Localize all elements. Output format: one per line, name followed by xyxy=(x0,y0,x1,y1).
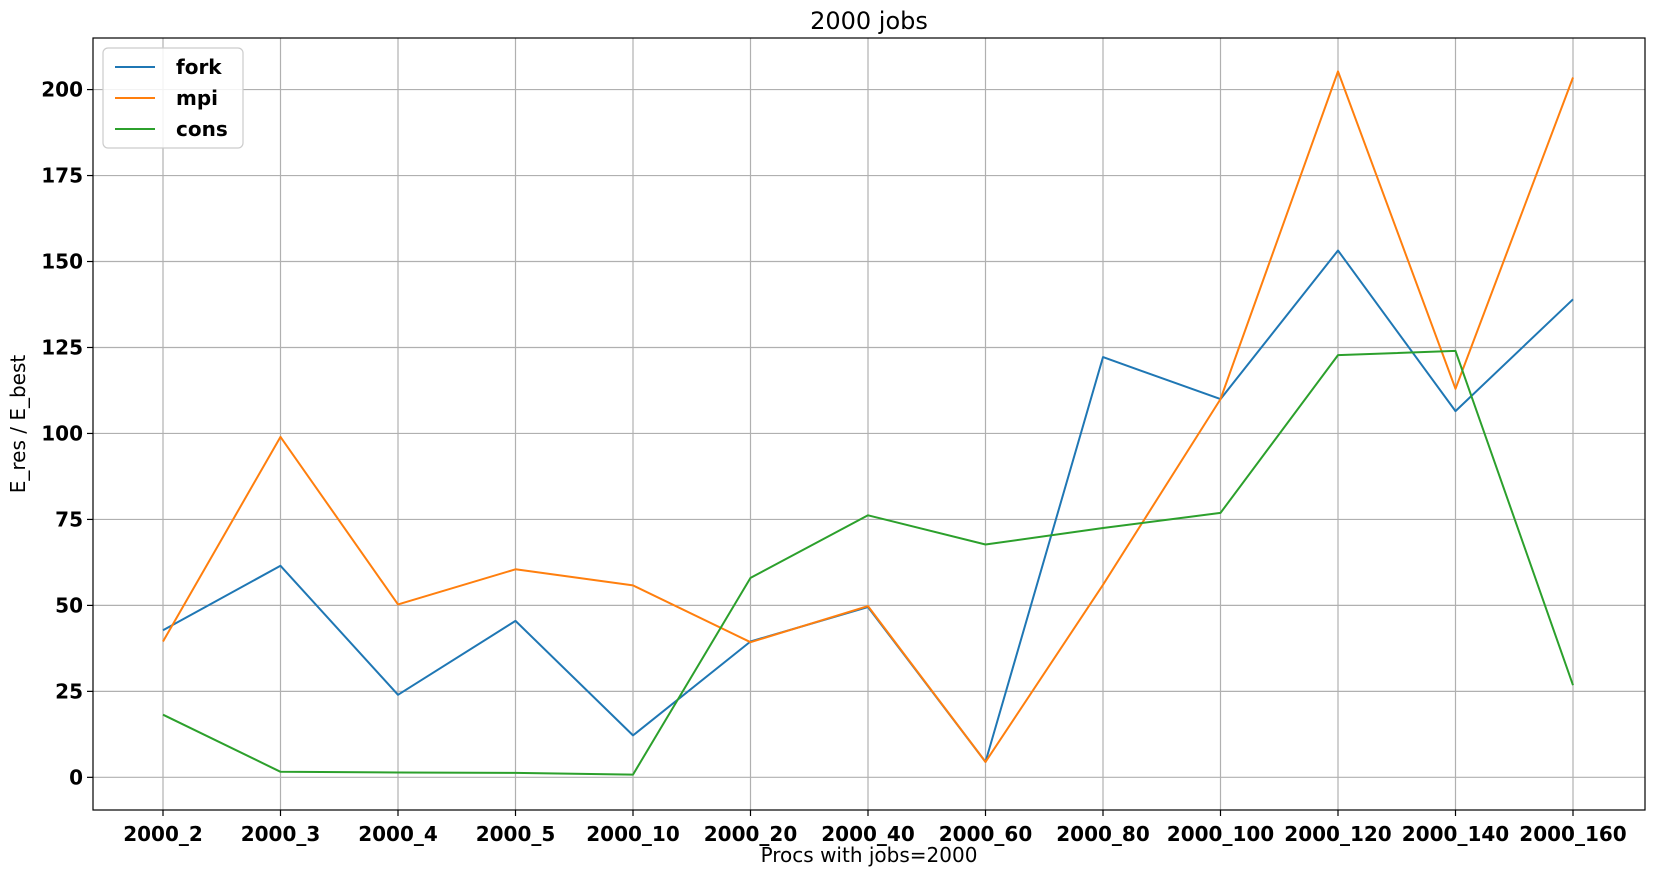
y-tick-label: 75 xyxy=(55,507,83,531)
legend-box xyxy=(102,47,244,149)
chart-title: 2000 jobs xyxy=(810,7,928,35)
series-line-mpi xyxy=(162,70,1574,763)
x-tick-label: 2000_4 xyxy=(358,822,438,846)
series-group xyxy=(162,70,1574,776)
plot-frame xyxy=(92,37,1646,811)
x-tick-label: 2000_80 xyxy=(1056,822,1150,846)
x-tick-label: 2000_3 xyxy=(241,822,321,846)
legend-label-fork: fork xyxy=(176,55,222,79)
legend-label-mpi: mpi xyxy=(176,86,218,110)
y-tick-label: 175 xyxy=(41,164,83,188)
x-tick-label: 2000_20 xyxy=(704,822,798,846)
x-tick-label: 2000_60 xyxy=(939,822,1033,846)
x-tick-label: 2000_140 xyxy=(1402,822,1509,846)
series-line-cons xyxy=(162,349,1574,776)
x-tick-label: 2000_120 xyxy=(1284,822,1391,846)
y-tick-label: 25 xyxy=(55,679,83,703)
y-tick-label: 0 xyxy=(69,765,83,789)
x-tick-label: 2000_5 xyxy=(476,822,556,846)
x-tick-label: 2000_100 xyxy=(1167,822,1274,846)
x-tick-label: 2000_10 xyxy=(586,822,680,846)
y-tick-label: 100 xyxy=(41,421,83,445)
x-tick-label: 2000_160 xyxy=(1519,822,1626,846)
x-tick-label: 2000_2 xyxy=(123,822,203,846)
y-axis-label: E_res / E_best xyxy=(6,355,30,494)
legend: fork mpi cons xyxy=(102,47,244,149)
legend-label-cons: cons xyxy=(176,117,228,141)
y-tick-label: 200 xyxy=(41,78,83,102)
ticks: 2000_2 2000_3 2000_4 2000_5 2000_10 2000_20 20… xyxy=(41,78,1626,846)
y-tick-label: 150 xyxy=(41,250,83,274)
y-tick-label: 50 xyxy=(55,593,83,617)
y-tick-label: 125 xyxy=(41,335,83,359)
x-tick-label: 2000_40 xyxy=(821,822,915,846)
x-axis-label: Procs with jobs=2000 xyxy=(761,843,978,867)
grid xyxy=(93,38,1645,810)
